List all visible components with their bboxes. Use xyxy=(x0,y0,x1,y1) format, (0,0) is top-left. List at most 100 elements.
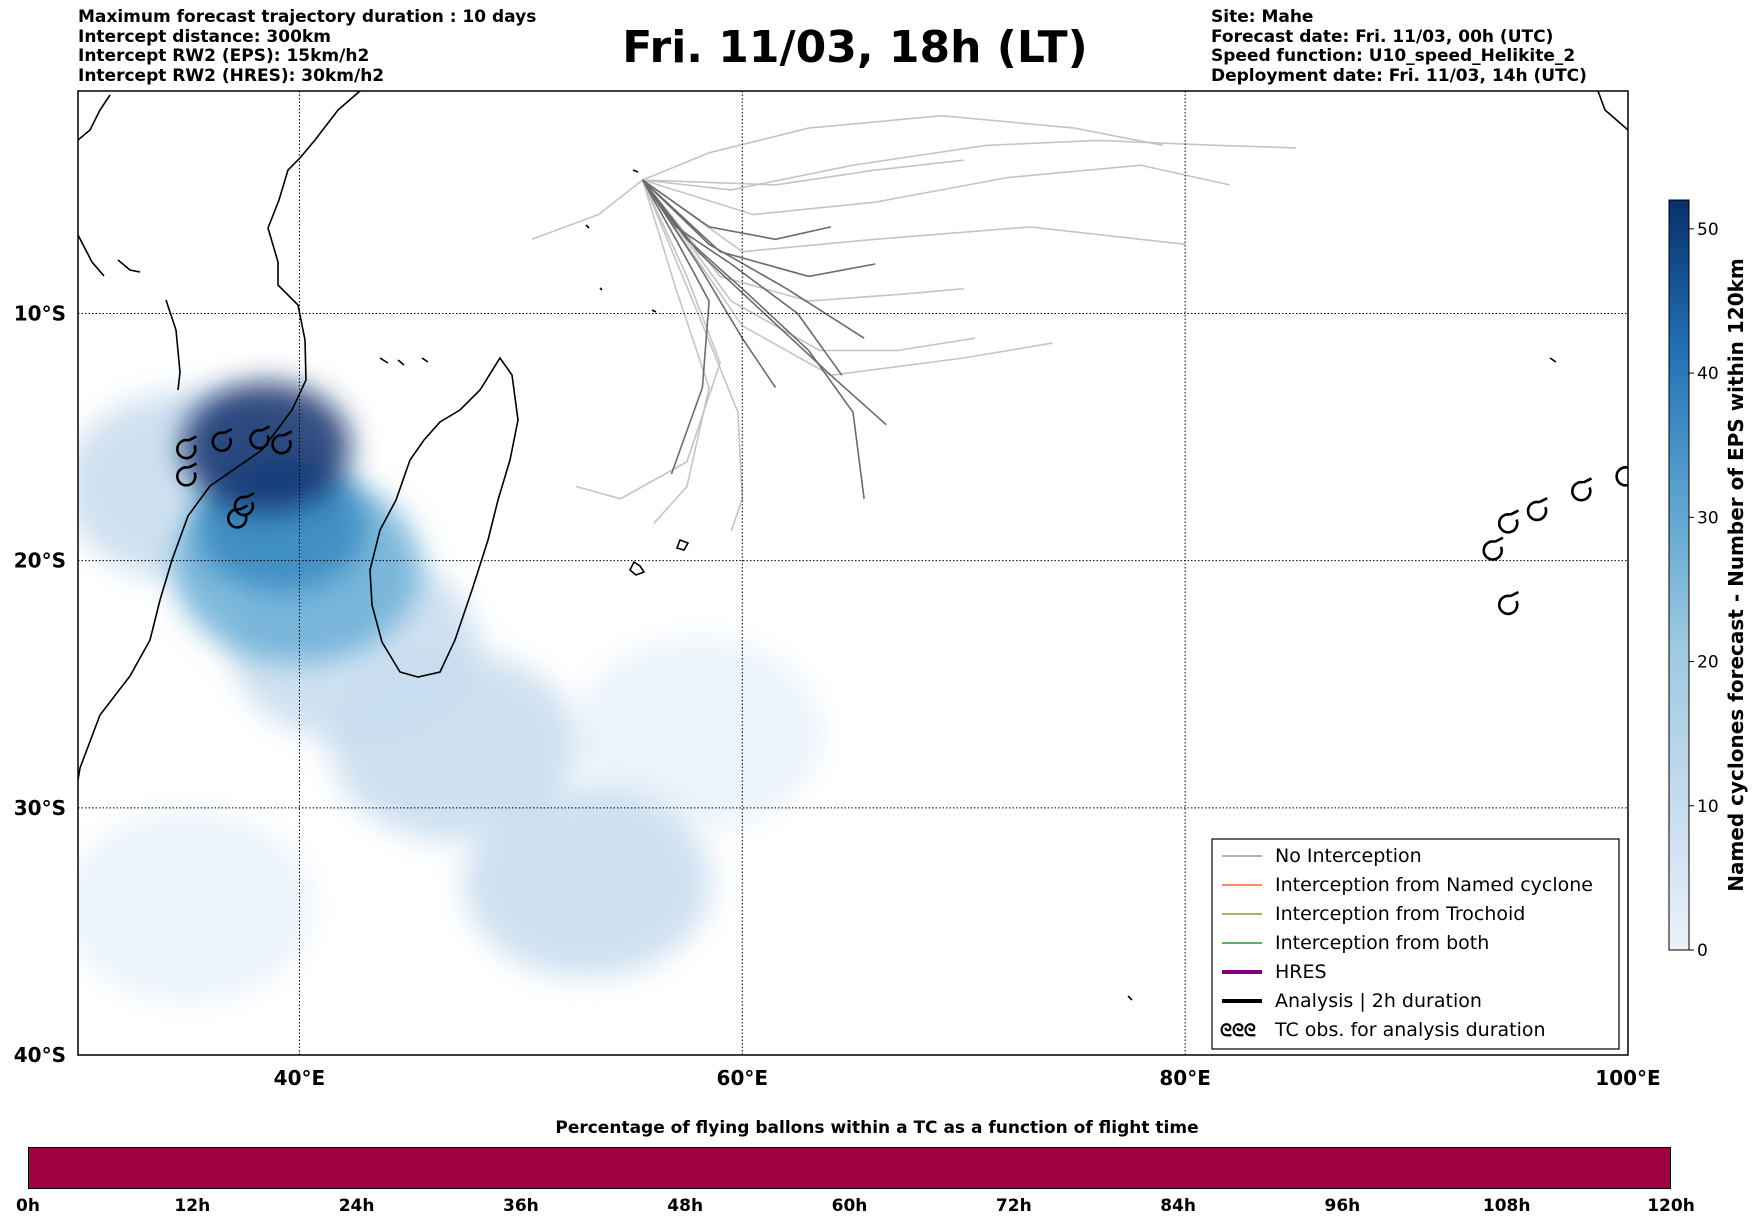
density-blob xyxy=(463,786,711,977)
horn-coastline xyxy=(78,94,141,277)
header-right-line: Forecast date: Fri. 11/03, 00h (UTC) xyxy=(1211,26,1554,47)
header-right-line: Site: Mahe xyxy=(1211,7,1314,27)
legend-label: HRES xyxy=(1275,961,1327,983)
africa-coastline xyxy=(78,91,361,781)
trajectory-light xyxy=(531,179,644,241)
tc-observations xyxy=(176,425,1669,616)
legend: No Interception Interception from Named c… xyxy=(1211,838,1620,1050)
tc-symbol-tail xyxy=(1494,536,1504,543)
tc-observation-symbol xyxy=(1571,477,1593,502)
trajectory-dark xyxy=(642,179,832,241)
flight-time-tick-label: 24h xyxy=(338,1196,375,1216)
tc-symbol-tail xyxy=(223,427,233,435)
tc-symbol-arc xyxy=(1497,594,1519,616)
legend-label: Interception from both xyxy=(1275,932,1489,954)
trajectories-no-interception-light xyxy=(531,114,1296,532)
density-blob xyxy=(78,811,313,1002)
legend-label: Interception from Trochoid xyxy=(1275,903,1525,925)
legend-label: Interception from Named cyclone xyxy=(1275,874,1593,896)
tc-symbol-tail xyxy=(1661,449,1669,453)
trajectory-light xyxy=(641,179,964,302)
madagascar-coastline xyxy=(369,356,519,678)
flight-time-tick-label: 96h xyxy=(1324,1196,1361,1216)
mauritius-island xyxy=(629,560,646,576)
colorbar-tick-label: 0 xyxy=(1697,941,1708,961)
tc-symbol-tail xyxy=(187,462,198,469)
trajectory-dark xyxy=(641,179,843,376)
header-left-line: Intercept distance: 300km xyxy=(78,26,331,47)
flight-time-tick-label: 72h xyxy=(995,1196,1032,1216)
x-tick-label: 100°E xyxy=(1595,1066,1660,1090)
colorbar-tick-label: 50 xyxy=(1697,220,1719,240)
chart-title: Fri. 11/03, 18h (LT) xyxy=(622,22,1088,73)
colorbar-ramp xyxy=(1668,199,1690,951)
trajectory-light xyxy=(642,114,1164,181)
density-cell xyxy=(574,638,822,829)
tc-symbol-tail xyxy=(260,425,271,432)
header-right-line: Deployment date: Fri. 11/03, 14h (UTC) xyxy=(1211,65,1587,86)
tc-symbol-tail xyxy=(1627,466,1628,469)
tc-symbol-arc xyxy=(226,508,248,529)
colorbar-tick-label: 30 xyxy=(1697,508,1719,528)
y-tick-label: 20°S xyxy=(14,549,66,573)
legend-entry: Analysis | 2h duration xyxy=(1222,990,1482,1012)
tc-observation-symbol xyxy=(1497,590,1520,616)
tc-observation-symbol xyxy=(1526,497,1548,522)
legend-entry: No Interception xyxy=(1222,845,1422,867)
colorbar: 0 10 20 30 40 50 Named cyclones forecast - Nu… xyxy=(1668,199,1748,961)
trajectory-dark xyxy=(642,179,865,339)
tc-symbol-arc xyxy=(1526,500,1548,522)
trajectory-light xyxy=(642,179,1186,253)
gridlines xyxy=(78,91,1628,1055)
trajectory-light xyxy=(641,179,1053,377)
tc-observation-symbol xyxy=(176,435,198,460)
trajectory-dark xyxy=(642,179,876,278)
east-coastline xyxy=(1127,91,1628,1001)
legend-entry: ᘓᘓᘓ TC obs. for analysis duration xyxy=(1220,1019,1546,1041)
colorbar-tick-label: 40 xyxy=(1697,364,1719,384)
axis-ticks: 40°E 60°E 80°E 100°E 10°S 20°S 30°S 40°S xyxy=(14,301,1661,1090)
flight-time-tick-label: 60h xyxy=(831,1196,868,1216)
tc-observation-symbol xyxy=(1615,466,1628,487)
tc-symbol-tail xyxy=(187,435,198,442)
tc-symbol-arc xyxy=(1650,452,1668,470)
tc-symbol-arc xyxy=(271,433,292,455)
tc-observation-symbol xyxy=(176,462,198,487)
density-blob xyxy=(574,638,822,829)
tc-symbol-tail xyxy=(283,430,293,437)
reunion-island xyxy=(675,538,690,551)
colorbar-tick-label: 20 xyxy=(1697,653,1719,673)
tc-symbol-tail xyxy=(245,492,255,499)
tc-observation-symbol xyxy=(271,430,293,455)
colorbar-tick-label: 10 xyxy=(1697,797,1719,817)
seychelles-islands xyxy=(585,169,657,313)
x-tick-label: 80°E xyxy=(1159,1066,1211,1090)
tc-symbol-arc xyxy=(176,438,197,460)
trajectory-light xyxy=(641,179,710,525)
header-left-line: Intercept RW2 (EPS): 15km/h2 xyxy=(78,46,370,66)
flight-time-percentage-bar xyxy=(28,1147,1671,1189)
trajectory-light xyxy=(641,179,975,352)
trajectory-light xyxy=(642,164,1230,216)
tc-observation-symbol xyxy=(1650,449,1669,471)
trajectory-dark xyxy=(641,179,777,389)
tc-symbol-arc xyxy=(211,431,232,452)
map-frame xyxy=(77,90,1629,1056)
trajectory-dark xyxy=(641,179,710,475)
flight-time-bar-title: Percentage of flying ballons within a TC… xyxy=(555,1118,1199,1138)
flight-time-tick-label: 12h xyxy=(174,1196,211,1216)
x-tick-label: 60°E xyxy=(717,1066,769,1090)
tc-symbol-tail xyxy=(1582,477,1593,484)
tc-symbol-arc xyxy=(1571,480,1592,502)
trajectories-no-interception-dark xyxy=(641,179,887,499)
legend-label: Analysis | 2h duration xyxy=(1275,990,1482,1012)
legend-box xyxy=(1211,838,1620,1050)
tc-symbol-arc xyxy=(233,495,255,517)
flight-time-tick-label: 108h xyxy=(1482,1196,1531,1216)
flight-time-tick-label: 0h xyxy=(16,1196,40,1216)
y-tick-label: 10°S xyxy=(14,301,66,325)
header-left-line: Intercept RW2 (HRES): 30km/h2 xyxy=(78,65,385,86)
site-info: Site: Mahe Forecast date: Fri. 11/03, 00… xyxy=(1211,7,1587,86)
flight-time-tick-label: 48h xyxy=(667,1196,704,1216)
header-left-line: Maximum forecast trajectory duration : 1… xyxy=(78,7,537,27)
